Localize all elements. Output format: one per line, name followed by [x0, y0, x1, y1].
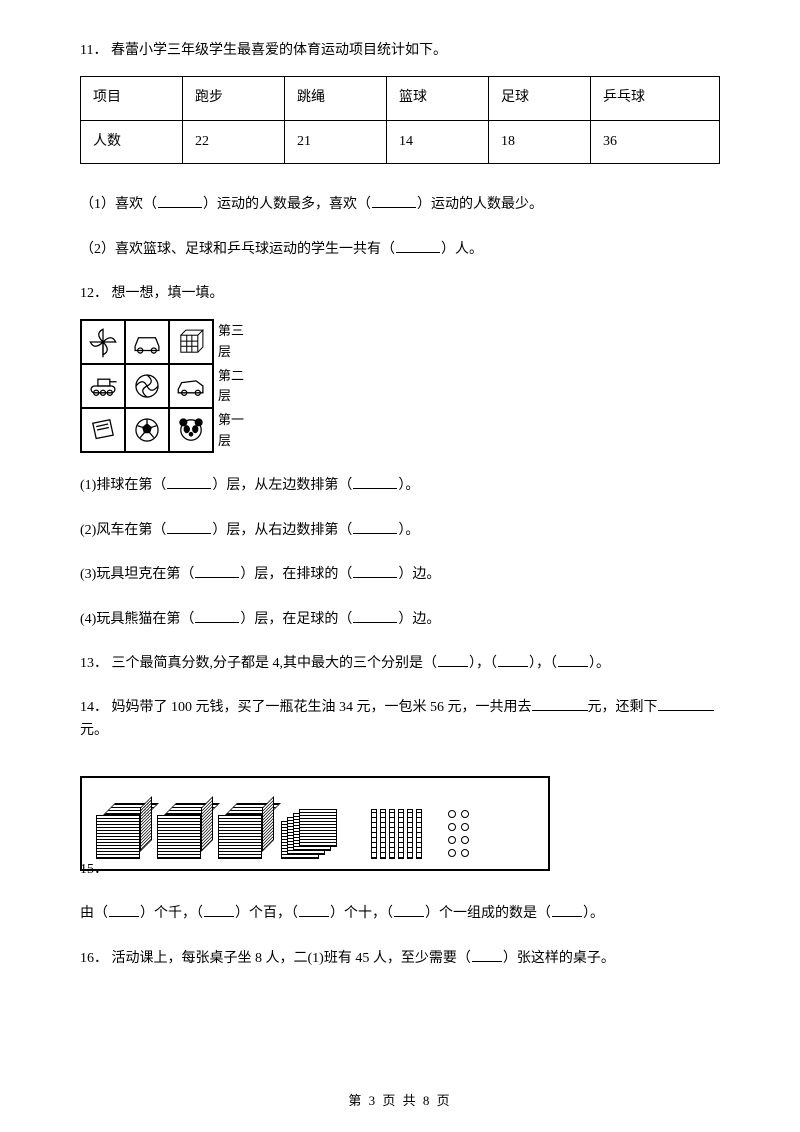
one-unit-icon	[448, 810, 456, 818]
question-15: 15． 由（）个千，（）个百，（）个十，（）个一组成的数是（）。	[80, 764, 720, 926]
q11-sub2: （2）喜欢篮球、足球和乒乓球运动的学生一共有（）人。	[80, 239, 720, 261]
table-row: 项目 跑步 跳绳 篮球 足球 乒乓球	[81, 77, 720, 120]
q14-number: 14	[80, 700, 94, 715]
blank	[204, 903, 234, 917]
blank	[109, 903, 139, 917]
q15-text: 由（）个千，（）个百，（）个十，（）个一组成的数是（）。	[80, 903, 720, 925]
q13-number: 13	[80, 656, 94, 671]
blank	[396, 239, 440, 253]
one-unit-icon	[461, 823, 469, 831]
th-rope: 跳绳	[285, 77, 387, 120]
blank	[158, 194, 202, 208]
q12-sub4: (4)玩具熊猫在第（）层，在足球的（）边。	[80, 609, 720, 631]
one-unit-icon	[448, 823, 456, 831]
blank	[394, 903, 424, 917]
tank-icon	[81, 364, 125, 408]
blank	[558, 653, 588, 667]
q12-sub1: (1)排球在第（）层，从左边数排第（）。	[80, 475, 720, 497]
cell-football: 18	[489, 120, 591, 163]
grid-labels: 第三层 第二层 第一层	[218, 319, 244, 453]
one-unit-icon	[448, 836, 456, 844]
pinwheel-icon	[81, 320, 125, 364]
th-run: 跑步	[183, 77, 285, 120]
thousand-block-icon	[218, 804, 273, 859]
ten-rod-icon	[398, 809, 404, 859]
blank	[195, 609, 239, 623]
cell-pingpong: 36	[591, 120, 720, 163]
q11-table: 项目 跑步 跳绳 篮球 足球 乒乓球 人数 22 21 14 18 36	[80, 76, 720, 164]
ten-rod-icon	[407, 809, 413, 859]
blank	[167, 520, 211, 534]
question-12: 12． 想一想，填一填。 第三层 第二层 第一层 (1)排球在第（）层，从左边数…	[80, 283, 720, 631]
one-unit-icon	[461, 849, 469, 857]
one-unit-icon	[461, 836, 469, 844]
question-14: 14． 妈妈带了 100 元钱，买了一瓶花生油 34 元，一包米 56 元，一共…	[80, 697, 720, 742]
q11-number: 11	[80, 43, 93, 58]
question-11: 11． 春蕾小学三年级学生最喜爱的体育运动项目统计如下。 项目 跑步 跳绳 篮球…	[80, 40, 720, 261]
thousand-block-icon	[96, 804, 151, 859]
th-pingpong: 乒乓球	[591, 77, 720, 120]
grid-3x3	[80, 319, 214, 453]
q11-prompt: 11． 春蕾小学三年级学生最喜爱的体育运动项目统计如下。	[80, 40, 720, 62]
q12-text: 想一想，填一填。	[112, 286, 224, 301]
blank	[353, 520, 397, 534]
blank	[299, 903, 329, 917]
one-unit-icon	[461, 810, 469, 818]
question-13: 13． 三个最简真分数,分子都是 4,其中最大的三个分别是（），（），（）。	[80, 653, 720, 675]
car2-icon	[169, 364, 213, 408]
blank	[658, 697, 714, 711]
blank	[353, 475, 397, 489]
ten-rod-icon	[389, 809, 395, 859]
blank	[167, 475, 211, 489]
blank	[532, 697, 588, 711]
blank	[195, 564, 239, 578]
thousand-block-icon	[157, 804, 212, 859]
blank	[472, 948, 502, 962]
th-football: 足球	[489, 77, 591, 120]
q12-sub3: (3)玩具坦克在第（）层，在排球的（）边。	[80, 564, 720, 586]
page-footer: 第 3 页 共 8 页	[0, 1091, 800, 1112]
book-icon	[81, 408, 125, 452]
blank	[353, 564, 397, 578]
q11-sub1: （1）喜欢（）运动的人数最多，喜欢（）运动的人数最少。	[80, 194, 720, 216]
q12-prompt: 12． 想一想，填一填。	[80, 283, 720, 305]
hundred-flat-icon	[299, 809, 337, 847]
cell-run: 22	[183, 120, 285, 163]
blank	[372, 194, 416, 208]
q12-number: 12	[80, 286, 94, 301]
cell-rope: 21	[285, 120, 387, 163]
one-unit-icon	[448, 849, 456, 857]
blank	[552, 903, 582, 917]
table-row: 人数 22 21 14 18 36	[81, 120, 720, 163]
ten-rod-icon	[371, 809, 377, 859]
blank	[498, 653, 528, 667]
ten-rod-icon	[380, 809, 386, 859]
q16-number: 16	[80, 951, 94, 966]
ten-rod-icon	[416, 809, 422, 859]
th-item: 项目	[81, 77, 183, 120]
row-label: 人数	[81, 120, 183, 163]
cell-basket: 14	[387, 120, 489, 163]
question-16: 16． 活动课上，每张桌子坐 8 人，二(1)班有 45 人，至少需要（）张这样…	[80, 948, 720, 970]
cube-icon	[169, 320, 213, 364]
blank	[353, 609, 397, 623]
q11-text: 春蕾小学三年级学生最喜爱的体育运动项目统计如下。	[111, 43, 447, 58]
q12-sub2: (2)风车在第（）层，从右边数排第（）。	[80, 520, 720, 542]
base-ten-blocks	[80, 776, 550, 871]
blank	[438, 653, 468, 667]
volleyball-icon	[125, 364, 169, 408]
soccer-icon	[125, 408, 169, 452]
th-basket: 篮球	[387, 77, 489, 120]
panda-icon	[169, 408, 213, 452]
q12-grid-image: 第三层 第二层 第一层	[80, 319, 720, 453]
q15-number: 15	[80, 862, 94, 877]
car-icon	[125, 320, 169, 364]
